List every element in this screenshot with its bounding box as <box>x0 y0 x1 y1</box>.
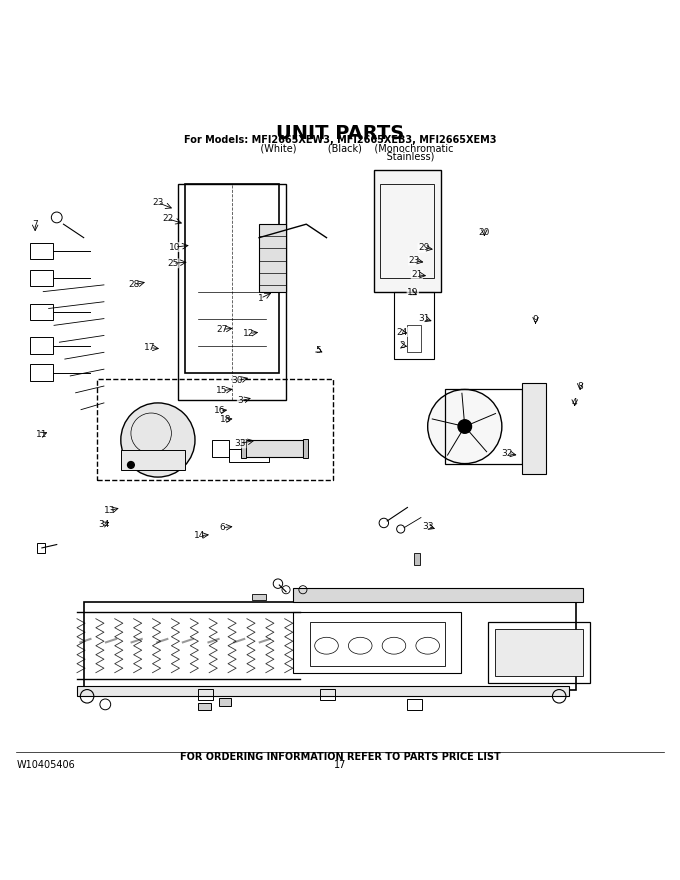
Text: 30: 30 <box>232 376 243 385</box>
Bar <box>252 595 266 600</box>
Text: 34: 34 <box>98 520 109 529</box>
Circle shape <box>428 390 502 464</box>
Text: 7: 7 <box>32 220 38 229</box>
Text: 32: 32 <box>502 449 513 458</box>
Text: 21: 21 <box>411 270 422 279</box>
Text: 4: 4 <box>572 398 577 407</box>
Bar <box>309 622 445 666</box>
Text: 15: 15 <box>216 386 228 395</box>
Bar <box>30 304 53 320</box>
Bar <box>522 383 546 473</box>
Text: 29: 29 <box>418 243 429 253</box>
Bar <box>37 542 45 553</box>
Bar <box>218 699 231 707</box>
Text: 13: 13 <box>103 506 115 516</box>
Text: 33: 33 <box>235 439 246 448</box>
Text: 24: 24 <box>396 327 408 336</box>
Text: W10405406: W10405406 <box>16 760 75 771</box>
Text: 25: 25 <box>167 259 178 268</box>
Bar <box>199 689 214 700</box>
Text: 6: 6 <box>219 524 225 532</box>
Text: 23: 23 <box>152 198 164 207</box>
Text: 5: 5 <box>316 346 321 355</box>
Bar <box>381 184 435 278</box>
Bar <box>293 589 583 602</box>
Text: 17: 17 <box>334 760 346 771</box>
Text: 3: 3 <box>237 396 243 406</box>
Bar <box>293 612 462 672</box>
Bar <box>407 326 421 352</box>
Text: 14: 14 <box>194 532 205 540</box>
Bar <box>178 184 286 400</box>
Bar <box>320 689 335 700</box>
Bar <box>445 390 522 464</box>
Circle shape <box>458 420 471 433</box>
Bar <box>259 224 286 291</box>
Text: 1: 1 <box>258 294 263 303</box>
Text: 17: 17 <box>144 343 156 352</box>
Text: Stainless): Stainless) <box>245 151 435 161</box>
Text: 19: 19 <box>407 289 419 297</box>
Bar <box>407 699 422 710</box>
Bar <box>30 338 53 354</box>
Text: 11: 11 <box>36 430 48 439</box>
Bar <box>97 379 333 480</box>
Text: 28: 28 <box>129 281 140 290</box>
Text: 16: 16 <box>214 407 226 415</box>
Bar <box>488 622 590 683</box>
Bar <box>84 602 576 690</box>
Circle shape <box>121 403 195 477</box>
Bar <box>185 184 279 372</box>
Text: 20: 20 <box>479 228 490 237</box>
Text: 33: 33 <box>422 522 433 531</box>
Bar <box>30 364 53 381</box>
Text: 27: 27 <box>216 325 228 334</box>
Bar <box>77 686 569 696</box>
Bar <box>242 440 303 457</box>
Bar <box>303 439 307 458</box>
Bar <box>199 703 211 710</box>
Circle shape <box>128 462 134 468</box>
Text: FOR ORDERING INFORMATION REFER TO PARTS PRICE LIST: FOR ORDERING INFORMATION REFER TO PARTS … <box>180 752 500 762</box>
Bar <box>414 553 420 565</box>
Bar <box>394 291 435 359</box>
Bar <box>30 243 53 260</box>
Text: 10: 10 <box>169 243 180 252</box>
Text: 23: 23 <box>409 256 420 265</box>
Bar <box>495 629 583 676</box>
Text: 31: 31 <box>419 314 430 323</box>
Bar <box>212 440 228 457</box>
Text: 12: 12 <box>243 329 254 338</box>
Text: (White)          (Black)    (Monochromatic: (White) (Black) (Monochromatic <box>226 143 454 153</box>
Text: 9: 9 <box>532 315 539 325</box>
Bar <box>241 439 245 458</box>
Text: 2: 2 <box>399 341 405 350</box>
Text: 8: 8 <box>577 382 583 391</box>
Text: UNIT PARTS: UNIT PARTS <box>276 124 404 143</box>
Bar <box>30 270 53 286</box>
Bar <box>374 170 441 291</box>
Bar <box>121 450 185 470</box>
Bar <box>228 450 269 462</box>
Text: 18: 18 <box>220 415 231 424</box>
Text: 22: 22 <box>163 215 173 224</box>
Text: For Models: MFI2665XEW3, MFI2665XEB3, MFI2665XEM3: For Models: MFI2665XEW3, MFI2665XEB3, MF… <box>184 136 496 145</box>
